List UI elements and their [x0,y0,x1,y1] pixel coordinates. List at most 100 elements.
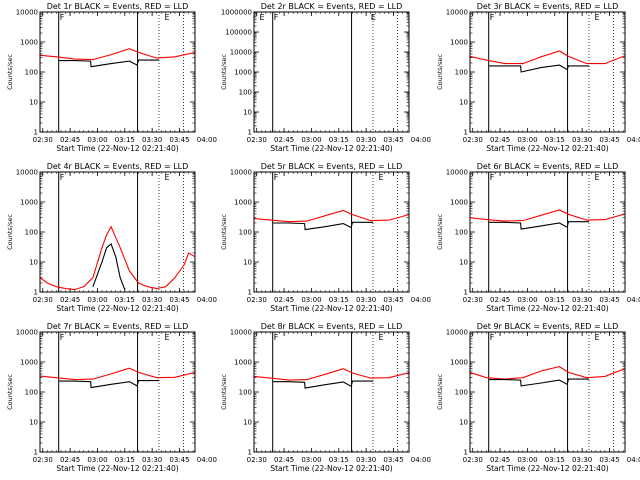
flag-label: E [379,333,384,342]
x-tick-label: 04:00 [627,456,640,464]
x-tick-label: 03:15 [115,456,135,464]
flag-label: F [274,173,279,182]
y-tick-label: 1 [34,289,38,297]
series-events [489,64,589,73]
x-tick-label: 02:30 [247,456,267,464]
flag-label: F [490,333,495,342]
x-tick-label: 02:45 [274,456,294,464]
x-tick-label: 02:30 [33,136,53,144]
y-tick-label: 100 [25,69,38,77]
x-tick-label: 03:00 [517,456,537,464]
y-axis-label: Counts/sec [436,374,444,410]
x-axis-label: Start Time (22-Nov-12 02:21:40) [486,464,608,473]
chart-title: Det 7r BLACK = Events, RED = LLD [47,322,189,331]
x-tick-label: 03:00 [517,296,537,304]
x-tick-label: 03:30 [142,456,162,464]
x-tick-label: 03:30 [572,456,592,464]
plot-frame [469,11,626,133]
y-axis-label: Counts/sec [6,374,14,410]
x-tick-label: 03:45 [383,136,403,144]
x-tick-label: 03:00 [301,456,321,464]
x-tick-label: 03:15 [545,136,565,144]
y-tick-label: 1 [464,129,468,137]
x-tick-label: 03:00 [87,136,107,144]
y-axis-label: Counts/sec [6,54,14,90]
y-tick-label: 10000 [16,169,38,177]
x-tick-label: 03:30 [142,136,162,144]
flag-label: E [595,333,600,342]
y-tick-label: 10000 [16,9,38,17]
series-lld [470,50,625,65]
x-tick-label: 03:15 [329,296,349,304]
y-tick-label: 100 [25,389,38,397]
flag-label: F [274,333,279,342]
y-tick-label: 1000 [234,69,252,77]
y-tick-label: 10 [459,419,468,427]
plot-frame [253,331,410,453]
series-events [273,380,373,389]
flag-label: F [60,333,65,342]
y-tick-label: 1000 [20,199,38,207]
x-tick-label: 03:45 [599,296,619,304]
x-tick-label: 02:45 [490,456,510,464]
y-tick-label: 1000 [20,39,38,47]
x-tick-label: 03:00 [517,136,537,144]
series-group [40,225,195,291]
chart-title: Det 4r BLACK = Events, RED = LLD [47,162,189,171]
flag-label: E [165,13,170,22]
y-tick-label: 1 [464,289,468,297]
series-lld [470,209,625,222]
x-tick-label: 03:00 [87,296,107,304]
y-tick-label: 100 [455,69,468,77]
chart-title: Det 6r BLACK = Events, RED = LLD [477,162,619,171]
chart-title: Det 1r BLACK = Events, RED = LLD [47,2,189,11]
x-tick-label: 03:15 [329,136,349,144]
series-lld [254,368,409,381]
plot-frame [253,171,410,293]
series-events [92,242,126,290]
x-axis-label: Start Time (22-Nov-12 02:21:40) [270,464,392,473]
series-group [40,367,195,389]
y-tick-label: 1000000 [221,9,252,17]
x-tick-label: 02:30 [247,296,267,304]
x-tick-label: 03:45 [383,456,403,464]
y-tick-label: 100 [455,229,468,237]
x-tick-label: 02:30 [247,136,267,144]
series-events [59,59,159,68]
series-group [40,48,195,68]
series-events [273,221,373,231]
y-tick-label: 10 [29,99,38,107]
x-tick-label: 03:00 [87,456,107,464]
x-axis-label: Start Time (22-Nov-12 02:21:40) [56,464,178,473]
y-tick-label: 10000 [446,329,468,337]
flag-label: E [595,13,600,22]
x-tick-label: 04:00 [627,296,640,304]
panel-det-9r: Det 9r BLACK = Events, RED = LLD Counts/s… [436,322,640,473]
y-tick-label: 10 [459,99,468,107]
series-group [470,366,625,387]
x-tick-label: 02:45 [274,296,294,304]
flag-label: F [490,173,495,182]
y-tick-label: 10 [243,109,252,117]
series-group [470,50,625,73]
x-tick-label: 04:00 [411,136,431,144]
series-group [470,209,625,230]
x-tick-label: 03:15 [545,296,565,304]
x-axis-label: Start Time (22-Nov-12 02:21:40) [270,144,392,153]
plot-frame [469,331,626,453]
flag-label: E [260,13,265,22]
series-lld [470,366,625,380]
x-tick-label: 02:45 [274,136,294,144]
y-axis-label: Counts/sec [436,214,444,250]
x-tick-label: 04:00 [627,136,640,144]
series-lld [40,367,195,381]
y-tick-label: 1000 [234,199,252,207]
x-tick-label: 03:30 [572,136,592,144]
x-tick-label: 02:45 [60,136,80,144]
y-tick-label: 10000 [446,169,468,177]
x-tick-label: 02:30 [33,456,53,464]
plot-frame [469,171,626,293]
y-tick-label: 1 [34,129,38,137]
y-tick-label: 1000 [234,359,252,367]
